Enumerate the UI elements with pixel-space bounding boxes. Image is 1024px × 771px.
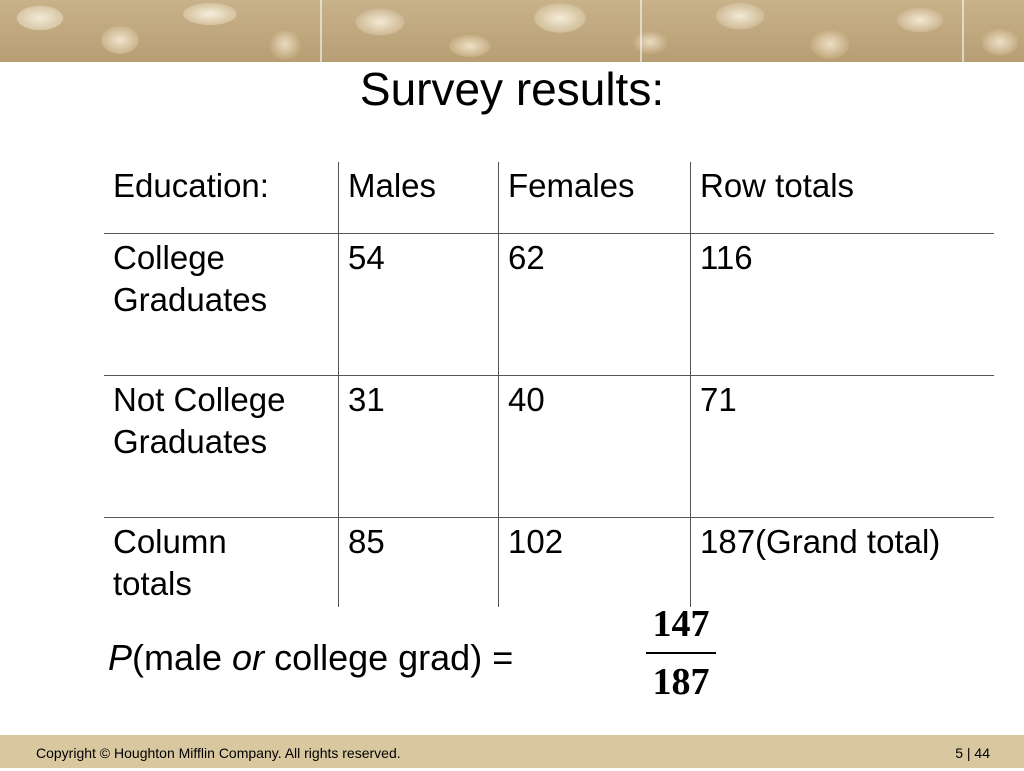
table-header-row: Education: Males Females Row totals: [104, 162, 994, 234]
slide-title: Survey results:: [359, 63, 665, 115]
header-females: Females: [498, 162, 691, 234]
table-row: College Graduates 54 62 116: [104, 233, 994, 376]
row-label: College Graduates: [104, 233, 339, 376]
header-education: Education:: [113, 167, 269, 204]
cell-total: 71: [690, 375, 994, 518]
row-label-line: Column: [113, 523, 227, 560]
row-label-line: Graduates: [113, 423, 268, 460]
slide-footer: Copyright © Houghton Mifflin Company. Al…: [0, 735, 1024, 768]
cell-males: 54: [338, 233, 499, 376]
copyright-text: Copyright © Houghton Mifflin Company. Al…: [36, 745, 401, 761]
fraction-bar: [646, 652, 716, 654]
page-number: 5 | 44: [955, 745, 990, 761]
cell-males: 31: [338, 375, 499, 518]
cell-females: 40: [498, 375, 691, 518]
table-row: Column totals 85 102 187(Grand total): [104, 517, 994, 607]
probability-fraction: 147 187: [646, 600, 716, 706]
row-label-line: College: [113, 239, 225, 276]
cell-total: 187(Grand total): [690, 517, 994, 607]
row-label-line: Graduates: [113, 281, 268, 318]
row-label: Column totals: [104, 517, 339, 607]
fraction-denominator: 187: [652, 661, 710, 703]
row-label: Not College Graduates: [104, 375, 339, 518]
cell-females: 62: [498, 233, 691, 376]
header-row-totals: Row totals: [690, 162, 994, 234]
fraction-numerator: 147: [652, 603, 710, 645]
banner-divider: [320, 0, 322, 62]
survey-table: Education: Males Females Row totals Coll…: [104, 162, 994, 607]
cell-total: 116: [690, 233, 994, 376]
seashell-banner: [0, 0, 1024, 62]
formula-p: P: [108, 637, 133, 678]
formula-or: or: [232, 637, 265, 678]
cell-males: 85: [338, 517, 499, 607]
probability-formula: P(male or college grad) =: [108, 634, 513, 682]
banner-divider: [640, 0, 642, 62]
row-label-line: totals: [113, 565, 192, 602]
row-label-line: Not College: [113, 381, 286, 418]
formula-open: (male: [132, 637, 233, 678]
header-males: Males: [338, 162, 499, 234]
banner-divider: [962, 0, 964, 62]
table-row: Not College Graduates 31 40 71: [104, 375, 994, 518]
formula-rest: college grad) =: [264, 637, 514, 678]
cell-females: 102: [498, 517, 691, 607]
